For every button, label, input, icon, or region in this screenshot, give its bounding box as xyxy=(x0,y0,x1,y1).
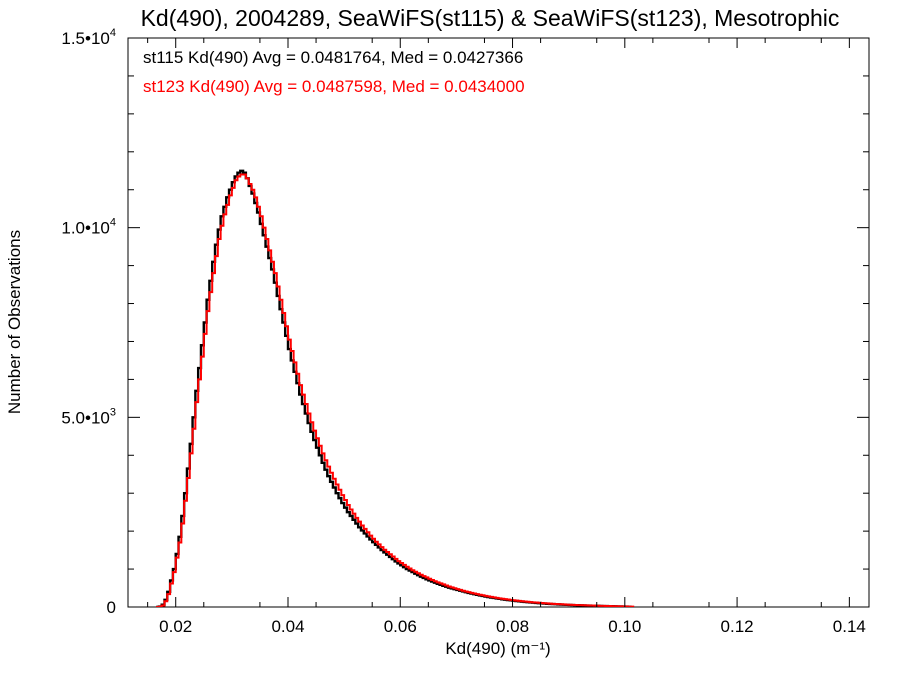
legend-annotation-st123: st123 Kd(490) Avg = 0.0487598, Med = 0.0… xyxy=(143,77,525,96)
x-tick-label: 0.06 xyxy=(384,617,417,636)
y-axis-ticks: 0 5.0•103 1.0•104 1.5•104 xyxy=(61,27,869,617)
y-tick-label: 1.5•104 xyxy=(61,27,116,48)
y-tick-label: 5.0•103 xyxy=(61,406,116,427)
legend-annotations: st115 Kd(490) Avg = 0.0481764, Med = 0.0… xyxy=(143,48,525,96)
x-tick-label: 0.08 xyxy=(496,617,529,636)
x-axis-label: Kd(490) (m⁻¹) xyxy=(445,639,550,658)
x-tick-label: 0.14 xyxy=(833,617,866,636)
x-tick-label: 0.10 xyxy=(608,617,641,636)
x-tick-label: 0.02 xyxy=(159,617,192,636)
y-tick-label: 0 xyxy=(107,598,116,617)
legend-annotation-st115: st115 Kd(490) Avg = 0.0481764, Med = 0.0… xyxy=(143,48,523,67)
x-tick-label: 0.12 xyxy=(721,617,754,636)
chart-title: Kd(490), 2004289, SeaWiFS(st115) & SeaWi… xyxy=(141,5,840,31)
y-tick-label: 1.0•104 xyxy=(61,217,116,238)
x-tick-label: 0.04 xyxy=(271,617,304,636)
series-st123-histogram xyxy=(156,173,635,607)
y-axis-label: Number of Observations xyxy=(5,230,24,414)
series-layer xyxy=(156,169,635,607)
plot-area-frame xyxy=(127,37,870,608)
x-axis-ticks: 0.02 0.04 0.06 0.08 0.10 0.12 0.14 xyxy=(147,38,866,636)
series-st115-histogram xyxy=(156,169,632,607)
